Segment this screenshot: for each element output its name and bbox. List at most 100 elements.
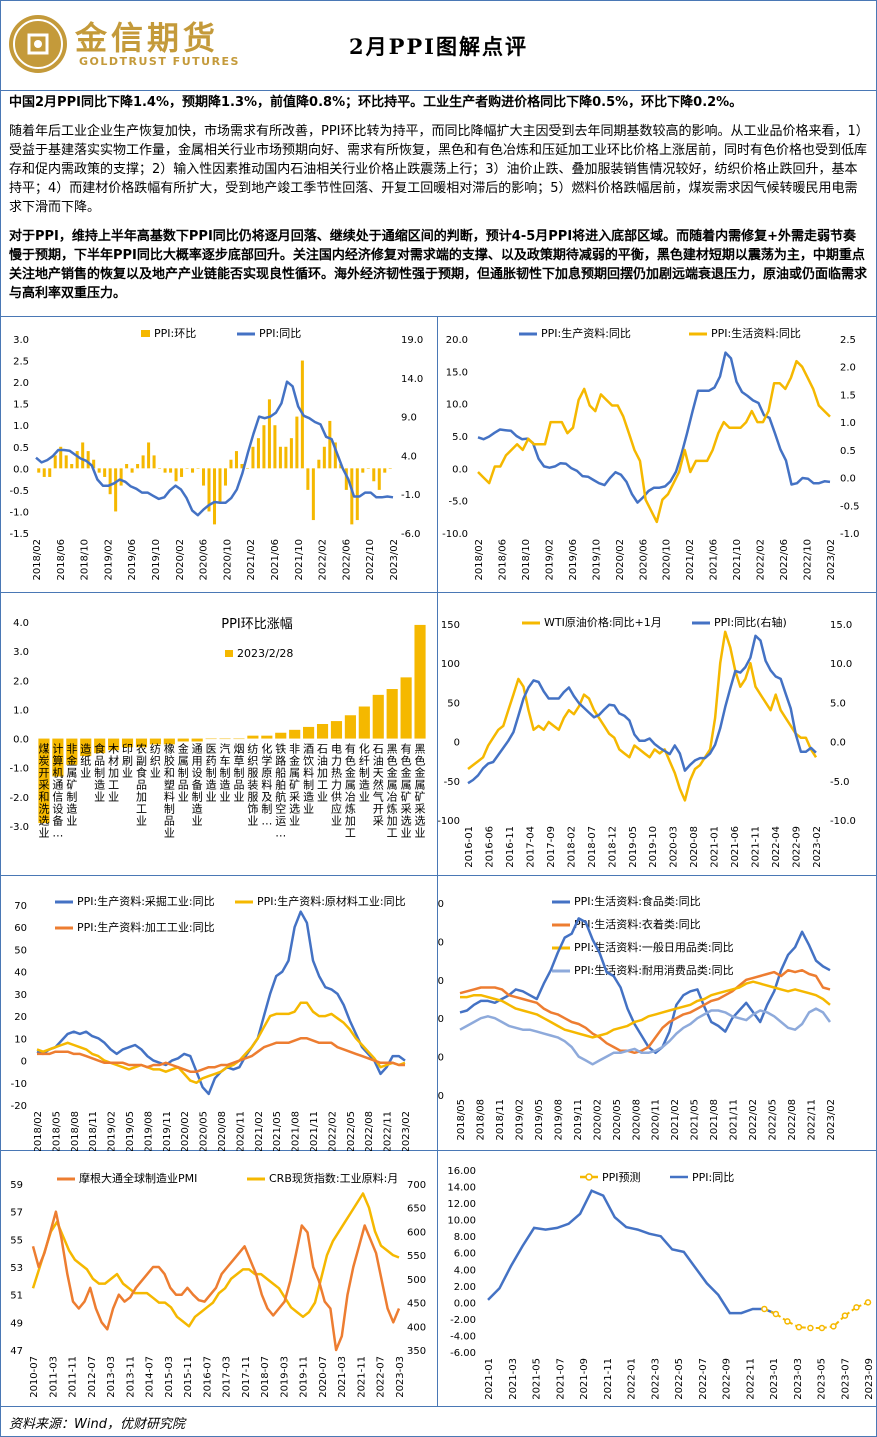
bar-industry [414,624,426,739]
bar-industry [163,738,175,745]
tick-label: 2016-01 [464,826,475,868]
tick-label: 4.0 [438,937,444,948]
tick-label: 2022/08 [787,1099,798,1141]
bar-industry [80,738,92,757]
bar-industry [38,738,50,824]
tick-label: 8.00 [454,1232,476,1243]
tick-label: 0.5 [13,443,29,454]
legend-marker [585,1173,593,1181]
legend-label: WTI原油价格:同比+1月 [544,615,662,629]
chart-title: PPI环比涨幅 [221,617,293,632]
bar-huanbi [125,464,129,469]
tick-label: 2022-09 [722,1358,733,1400]
category-label: 计算机通信设备… [52,743,63,840]
tick-label: 2020-08 [689,826,700,868]
tick-label: 2018/06 [497,539,508,581]
tick-label: -2.0 [9,793,29,804]
tick-label: 2020/08 [217,1111,228,1151]
bar-huanbi [350,468,354,525]
bar-huanbi [163,468,167,473]
tick-label: 2021-11 [356,1356,367,1398]
legend-label: PPI:生活资料:一般日用品类:同比 [574,940,734,954]
tick-label: 2018/05 [456,1099,467,1141]
tick-label: 2.0 [438,976,444,987]
tick-label: 40 [14,968,27,979]
tick-label: 2023-07 [840,1358,851,1400]
category-label: 食品制造业 [94,742,105,804]
tick-label: 2021/10 [294,539,305,581]
bar-huanbi [333,442,337,469]
bar-huanbi [366,468,370,469]
bar-huanbi [344,468,348,490]
legend-label: PPI:生产资料:加工工业:同比 [77,920,215,934]
bar-industry [316,724,329,739]
bar-huanbi [207,468,211,512]
bar-huanbi [388,468,392,469]
paragraph-summary: 中国2月PPI同比下降1.4%，预期降1.3%，前值降0.8%；环比持平。工业生… [9,95,743,110]
forecast-point [772,1310,780,1318]
tick-label: -4.0 [438,1091,444,1102]
line-crb [31,1192,400,1328]
tick-label: 2019/06 [127,539,138,581]
bar-industry [52,738,64,777]
tick-label: 2022/02 [756,539,767,581]
tick-label: -20 [11,1101,27,1112]
tick-label: 3.0 [13,335,29,346]
tick-label: 2.00 [454,1282,476,1293]
tick-label: 5.0 [452,432,468,443]
tick-label: 100 [441,659,460,670]
category-label: 金属制品业 [178,742,189,804]
bar-industry [233,738,245,740]
tick-label: 51 [10,1291,23,1302]
tick-label: 50 [447,698,460,709]
bar-industry [177,738,189,742]
legend-label: PPI:生产资料:采掘工业:同比 [77,894,215,908]
category-label: 铁路船舶航空运… [275,743,286,840]
tick-label: 2018-07 [260,1356,271,1398]
line-raw-material [36,1001,406,1085]
tick-label: 2022/06 [341,539,352,581]
divider [437,317,438,1407]
tick-label: 2021-01 [484,1358,495,1400]
tick-label: 2018/08 [70,1111,81,1151]
tick-label: 53 [10,1263,23,1274]
tick-label: 0 [21,1057,27,1068]
bar-huanbi [267,399,271,469]
tick-label: 10.00 [447,1216,476,1227]
legend-swatch [141,330,150,337]
tick-label: 2018/11 [88,1111,99,1151]
bar-huanbi [75,451,79,469]
tick-label: 2020-03 [669,826,680,868]
tick-label: -100 [438,816,460,827]
tick-label: 2019/02 [103,539,114,581]
tick-label: 2022/05 [768,1099,779,1141]
bar-huanbi [48,468,52,477]
tick-label: 2016-06 [484,826,495,868]
tick-label: 2018/08 [475,1099,486,1141]
legend-label: PPI:生产资料:同比 [541,326,631,340]
tick-label: 2019/08 [553,1099,564,1141]
tick-label: 6.0 [438,899,444,910]
category-label: 非金属矿制造业 [66,743,77,828]
tick-label: 2022/02 [327,1111,338,1151]
forecast-point [830,1323,837,1330]
tick-label: 400 [407,1322,426,1333]
category-label: 造纸业 [80,742,91,780]
tick-label: 2021-11 [603,1358,614,1400]
line-durables [459,1007,832,1066]
tick-label: 1.0 [840,418,856,429]
tick-label: 2022-05 [674,1358,685,1400]
line-ppi-actual [487,1189,777,1316]
tick-label: 2018/02 [33,1111,44,1151]
tick-label: 2023/02 [826,1099,837,1141]
tick-label: 550 [407,1251,426,1262]
category-label: 黑色金属矿采选业 [415,743,426,840]
bar-industry [149,738,161,745]
bar-industry [191,738,203,742]
line-processing [37,1037,405,1073]
tick-label: 2023-09 [864,1358,875,1400]
tick-label: -6.00 [450,1348,476,1359]
bar-huanbi [361,468,365,473]
bar-huanbi [169,468,173,473]
logo-icon [9,15,67,73]
